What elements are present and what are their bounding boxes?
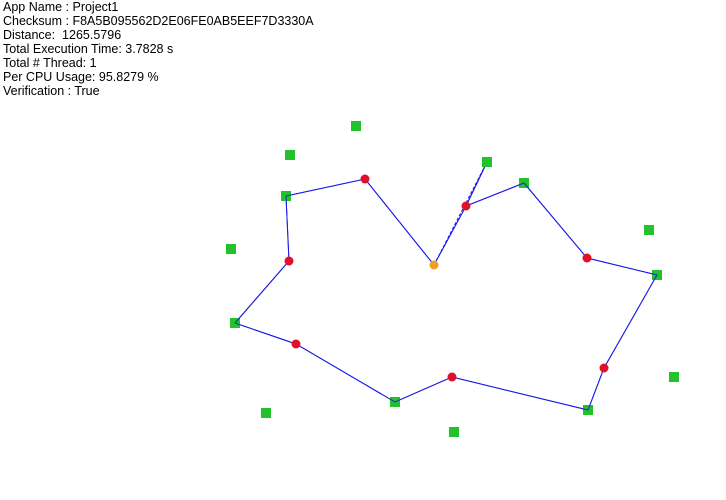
green-node [449, 427, 459, 437]
red-node [291, 339, 301, 349]
green-node [261, 408, 271, 418]
red-node [599, 363, 609, 373]
orange-node [429, 260, 439, 270]
red-node [447, 372, 457, 382]
green-node [226, 244, 236, 254]
red-node [582, 253, 592, 263]
green-node [351, 121, 361, 131]
red-node [284, 256, 294, 266]
checksum-text: Checksum : F8A5B095562D2E06FE0AB5EEF7D33… [3, 14, 314, 28]
green-node [669, 372, 679, 382]
info-panel: App Name : Project1 Checksum : F8A5B0955… [3, 0, 314, 98]
red-node [461, 201, 471, 211]
cpu-usage-text: Per CPU Usage: 95.8279 % [3, 70, 159, 84]
route-path-overlay [234, 178, 658, 411]
thread-count-text: Total # Thread: 1 [3, 56, 97, 70]
route-dashed-line [433, 161, 488, 266]
app-name-text: App Name : Project1 [3, 0, 119, 14]
execution-time-text: Total Execution Time: 3.7828 s [3, 42, 174, 56]
route-path [234, 178, 658, 411]
red-node [360, 174, 370, 184]
green-node [644, 225, 654, 235]
green-node [482, 157, 492, 167]
distance-text: Distance: 1265.5796 [3, 28, 122, 42]
green-node [285, 150, 295, 160]
verification-text: Verification : True [3, 84, 100, 98]
